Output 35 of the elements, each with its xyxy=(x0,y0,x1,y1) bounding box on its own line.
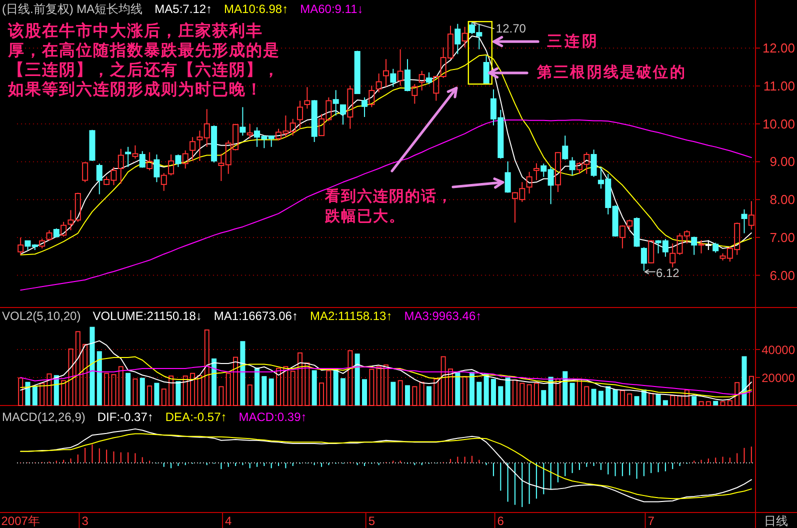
header-text: MA2:11158.13↑ xyxy=(310,309,392,323)
x-tick-label: 5 xyxy=(368,514,376,528)
annotation: MACD:0.39↑ xyxy=(238,410,307,424)
header-text: VOLUME:21150.18↓ xyxy=(92,309,202,323)
y-tick-label: 20000 xyxy=(762,371,795,385)
header-text: MACD(12,26,9) xyxy=(2,410,86,424)
header-text: MA10:6.98↑ xyxy=(224,2,288,16)
y-tick-label: 11.00 xyxy=(763,78,795,94)
y-tick-label: 9.00 xyxy=(770,154,795,170)
annotation: 三连阴 xyxy=(547,33,600,50)
annotation: 6.12 xyxy=(656,266,680,280)
x-tick-label: 4 xyxy=(225,514,232,528)
annotation: 12.70 xyxy=(496,22,526,36)
header-text: DIF:-0.37↑ xyxy=(97,410,154,424)
annotation: 第三根阴线是破位的 xyxy=(537,64,686,81)
y-tick-label: 10.00 xyxy=(762,116,795,132)
header-text: VOL2(5,10,20) xyxy=(2,309,81,323)
x-tick-label: 2007年 xyxy=(1,514,40,528)
header-text: MA3:9963.46↑ xyxy=(404,309,482,323)
header-text: MA60:9.11↓ xyxy=(300,2,364,16)
header-text: MA5:7.12↑ xyxy=(154,2,212,16)
y-tick-label: 12.00 xyxy=(762,40,795,56)
annotation: 看到六连阴的话，跌幅已大。 xyxy=(325,188,453,225)
x-axis-title: 日线 xyxy=(764,514,788,528)
y-tick-label: 7.00 xyxy=(770,230,795,245)
x-tick-label: 7 xyxy=(648,514,654,528)
annotation: 该股在牛市中大涨后，庄家获利丰厚，在高位随指数暴跌最先形成的是【三连阴】，之后还有【六连阴】，如果等到六连阴形成则为时已晚！ xyxy=(8,23,280,98)
x-tick-label: 6 xyxy=(497,514,504,528)
x-tick-label: 3 xyxy=(82,514,88,528)
y-tick-label: 8.00 xyxy=(770,192,795,208)
y-tick-label: 40000 xyxy=(762,343,795,357)
y-tick-label: 6.00 xyxy=(770,268,795,283)
header-text: MA1:16673.06↑ xyxy=(214,309,298,323)
header-text: (日线.前复权) MA短长均线 xyxy=(2,2,143,16)
header-text: DEA:-0.57↑ xyxy=(165,410,227,424)
